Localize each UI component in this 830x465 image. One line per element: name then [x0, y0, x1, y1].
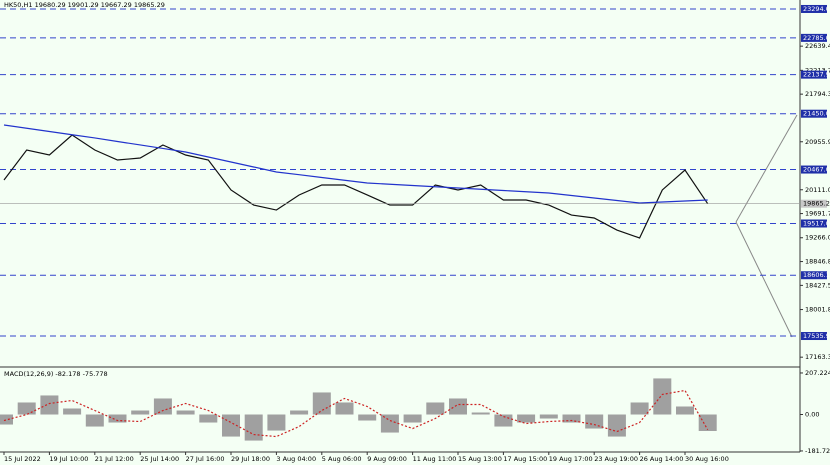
projection-arrow [735, 221, 793, 338]
x-tick-label: 30 Aug 16:00 [685, 455, 729, 463]
x-tick-label: 11 Aug 11:00 [413, 455, 457, 463]
macd-bar [0, 414, 13, 425]
series-line [3, 124, 708, 204]
x-tick-label: 26 Aug 14:00 [640, 455, 684, 463]
chart-title: HK50,H1 19680.29 19901.29 19667.29 19865… [4, 1, 165, 9]
x-tick-label: 27 Jul 16:00 [186, 455, 225, 463]
series-line [3, 134, 709, 239]
level-box [801, 165, 827, 174]
y-tick-label: 18846.80 [805, 258, 830, 266]
level-box [801, 271, 827, 280]
macd-bar [426, 402, 445, 415]
macd-bar [17, 402, 36, 415]
level-box [801, 33, 827, 42]
level-box [801, 109, 827, 118]
macd-bar [630, 402, 649, 415]
x-tick-label: 19 Aug 17:00 [549, 455, 593, 463]
macd-bar [676, 406, 694, 415]
y-tick-label: 17163.35 [805, 353, 830, 361]
y-tick-label: 21794.35 [805, 90, 830, 98]
macd-bar [698, 414, 717, 431]
macd-bar [131, 410, 150, 415]
level-label: 22785.00 [803, 34, 830, 42]
level-box [801, 70, 827, 79]
y-tick-label: -181.722 [805, 447, 830, 455]
level-box [801, 332, 827, 341]
macd-bar [40, 395, 59, 415]
level-box [801, 4, 827, 13]
macd-title: MACD(12,26,9) -82.178 -75.778 [4, 370, 108, 378]
y-tick-label: 18001.85 [805, 306, 830, 314]
current-price-label: 19865.29 [803, 200, 830, 208]
macd-bar [403, 414, 422, 423]
level-label: 19517.00 [803, 219, 830, 227]
projection-arrow [735, 114, 798, 223]
macd-bar [108, 414, 127, 423]
x-tick-label: 9 Aug 09:00 [367, 455, 407, 463]
macd-bar [585, 414, 604, 429]
series-line [3, 389, 709, 438]
level-label: 18606.18 [803, 271, 830, 279]
x-tick-label: 19 Jul 10:00 [49, 455, 88, 463]
y-tick-label: 20955.95 [805, 138, 830, 146]
macd-bar [358, 414, 377, 421]
level-label: 17535.97 [803, 332, 830, 340]
macd-bar [449, 398, 467, 415]
x-tick-label: 15 Jul 2022 [4, 455, 41, 463]
x-tick-label: 5 Aug 06:00 [322, 455, 362, 463]
x-tick-label: 25 Jul 14:00 [140, 455, 179, 463]
macd-bar [494, 414, 513, 427]
x-tick-label: 15 Aug 13:00 [458, 455, 502, 463]
level-label: 23294.00 [803, 5, 830, 13]
macd-bar [290, 410, 309, 415]
y-tick-label: 0.00 [805, 411, 819, 419]
macd-bar [517, 414, 536, 423]
current-price-box [801, 199, 827, 208]
x-tick-label: 3 Aug 04:00 [276, 455, 316, 463]
level-box [801, 219, 827, 228]
macd-bar [539, 414, 558, 419]
macd-bar [63, 408, 82, 415]
x-tick-label: 29 Jul 18:00 [231, 455, 270, 463]
y-tick-label: 22639.40 [805, 42, 830, 50]
macd-bar [335, 402, 354, 415]
macd-bar [471, 412, 490, 415]
macd-bar [380, 414, 399, 433]
macd-bar [153, 398, 172, 415]
y-tick-label: 19691.75 [805, 210, 830, 218]
y-tick-label: 19266.05 [805, 234, 830, 242]
macd-bar [85, 414, 104, 427]
y-tick-label: 18427.55 [805, 281, 830, 289]
macd-bar [267, 414, 286, 431]
macd-bar [244, 414, 263, 441]
x-tick-label: 23 Aug 19:00 [594, 455, 638, 463]
y-tick-label: 22213.70 [805, 66, 830, 74]
macd-bar [607, 414, 626, 437]
y-tick-label: 207.224 [805, 369, 830, 377]
x-tick-label: 17 Aug 15:00 [503, 455, 547, 463]
macd-bar [176, 410, 195, 415]
level-label: 20467.00 [803, 166, 830, 174]
level-label: 21450.00 [803, 110, 830, 118]
macd-bar [199, 414, 218, 423]
macd-bar [562, 414, 581, 423]
y-tick-label: 20111.00 [805, 186, 830, 194]
macd-bar [312, 392, 331, 415]
level-label: 22137.93 [803, 71, 830, 79]
macd-bar [653, 378, 672, 415]
x-tick-label: 21 Jul 12:00 [95, 455, 134, 463]
